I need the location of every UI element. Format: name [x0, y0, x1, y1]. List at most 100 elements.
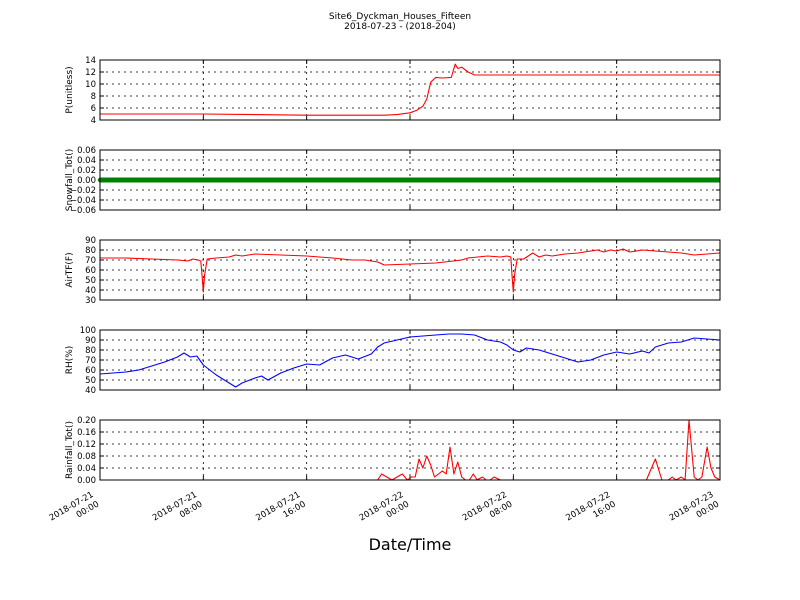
- data-point: [107, 177, 112, 183]
- y-tick-label: 0.00: [77, 176, 96, 186]
- data-point: [475, 177, 480, 183]
- data-point: [270, 177, 275, 183]
- data-point: [462, 177, 467, 183]
- data-point: [200, 177, 205, 183]
- data-point: [315, 177, 320, 183]
- data-point: [379, 177, 384, 183]
- y-tick-label: −0.04: [70, 196, 96, 206]
- data-point: [110, 177, 116, 183]
- data-point: [472, 177, 477, 183]
- data-point: [117, 177, 122, 183]
- data-point: [126, 177, 131, 183]
- data-point: [606, 177, 611, 183]
- data-point: [369, 177, 375, 183]
- data-point: [120, 177, 125, 183]
- data-point: [411, 177, 416, 183]
- data-point: [139, 177, 144, 183]
- data-point: [181, 177, 186, 183]
- data-point: [197, 177, 202, 183]
- data-point: [283, 177, 288, 183]
- data-point: [552, 177, 557, 183]
- data-point: [398, 177, 403, 183]
- data-point: [232, 177, 237, 183]
- data-point: [609, 177, 615, 183]
- data-point: [305, 177, 311, 183]
- data-point: [545, 177, 551, 183]
- data-point: [363, 177, 368, 183]
- data-point: [526, 177, 531, 183]
- axes-frame: [99, 59, 721, 121]
- data-point: [625, 177, 631, 183]
- data-point: [542, 177, 547, 183]
- data-point: [581, 177, 586, 183]
- data-point: [113, 177, 119, 183]
- data-point: [673, 177, 679, 183]
- x-tick-label: 2018-07-2208:00: [461, 490, 514, 533]
- data-point: [353, 177, 359, 183]
- data-point: [533, 177, 538, 183]
- data-point: [245, 177, 250, 183]
- data-point: [523, 177, 528, 183]
- data-point: [238, 177, 243, 183]
- data-point: [497, 177, 503, 183]
- data-point: [693, 177, 698, 183]
- data-point: [437, 177, 442, 183]
- data-point: [382, 177, 387, 183]
- y-tick-label: 0.12: [77, 440, 96, 450]
- data-point: [241, 177, 247, 183]
- data-point: [571, 177, 576, 183]
- data-point: [206, 177, 211, 183]
- y-tick-label: 0.06: [77, 146, 96, 156]
- data-point: [104, 177, 109, 183]
- y-tick-label: −0.06: [70, 206, 96, 216]
- y-tick-label: 0.08: [77, 452, 96, 462]
- data-point: [491, 177, 496, 183]
- data-point: [619, 177, 624, 183]
- data-point: [347, 177, 352, 183]
- y-axis-label: RH(%): [65, 346, 75, 375]
- data-point: [481, 177, 487, 183]
- chart-subtitle: 2018-07-23 - (2018-204): [344, 22, 456, 32]
- data-point: [715, 177, 720, 183]
- data-point: [373, 177, 378, 183]
- y-tick-label: 12: [85, 68, 96, 78]
- x-tick-label: 2018-07-2116:00: [254, 490, 307, 533]
- data-point: [395, 177, 400, 183]
- data-point: [539, 177, 544, 183]
- x-tick-label: 2018-07-2100:00: [48, 490, 101, 533]
- data-point: [670, 177, 675, 183]
- data-point: [149, 177, 154, 183]
- data-point: [549, 177, 554, 183]
- data-point: [632, 177, 637, 183]
- data-point: [577, 177, 583, 183]
- y-tick-label: 30: [85, 296, 96, 306]
- data-point: [302, 177, 307, 183]
- data-point: [664, 177, 669, 183]
- y-tick-label: 100: [80, 326, 96, 336]
- data-point: [248, 177, 253, 183]
- y-tick-label: 0.02: [77, 166, 96, 176]
- data-point: [360, 177, 365, 183]
- subplot-1: 4 6 8 10 12 14 P(unitless): [65, 56, 721, 126]
- chart-title: Site6_Dyckman_Houses_Fifteen: [329, 12, 471, 22]
- data-point: [328, 177, 333, 183]
- data-point: [597, 177, 602, 183]
- data-point: [344, 177, 349, 183]
- data-point: [504, 177, 509, 183]
- data-point: [507, 177, 512, 183]
- data-point: [277, 177, 282, 183]
- data-point: [254, 177, 259, 183]
- data-point: [686, 177, 691, 183]
- axes-frame: [99, 419, 721, 481]
- data-point: [337, 177, 343, 183]
- data-point: [209, 177, 215, 183]
- data-point: [443, 177, 448, 183]
- data-point: [501, 177, 506, 183]
- subplots: 468101214P(unitless)−0.06−0.04−0.020.000…: [65, 56, 721, 486]
- data-point: [446, 177, 451, 183]
- data-point: [702, 177, 707, 183]
